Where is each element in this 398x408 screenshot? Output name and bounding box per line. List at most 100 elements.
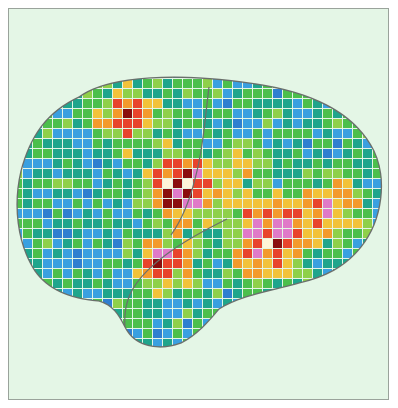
- activity-cell: [17, 199, 22, 208]
- activity-cell: [323, 159, 332, 168]
- activity-cell: [63, 149, 72, 158]
- activity-cell: [223, 129, 232, 138]
- activity-cell: [143, 309, 152, 318]
- activity-cell: [33, 179, 42, 188]
- activity-cell: [183, 159, 192, 168]
- activity-cell: [243, 99, 252, 108]
- activity-cell: [33, 149, 42, 158]
- activity-cell: [17, 219, 22, 228]
- activity-cell: [363, 139, 372, 148]
- activity-cell: [83, 89, 92, 98]
- activity-cell: [133, 99, 142, 108]
- activity-cell: [103, 269, 112, 278]
- activity-cell: [113, 99, 122, 108]
- activity-cell: [183, 259, 192, 268]
- activity-cell: [253, 99, 262, 108]
- activity-cell: [143, 339, 152, 347]
- activity-cell: [313, 229, 322, 238]
- activity-cell: [143, 229, 152, 238]
- activity-cell: [73, 129, 82, 138]
- activity-cell: [353, 219, 362, 228]
- activity-cell: [163, 309, 172, 318]
- activity-cell: [163, 269, 172, 278]
- activity-cell: [373, 189, 382, 198]
- activity-cell: [153, 149, 162, 158]
- activity-cell: [153, 169, 162, 178]
- activity-cell: [33, 189, 42, 198]
- activity-cell: [73, 249, 82, 258]
- activity-cell: [263, 119, 272, 128]
- activity-cell: [63, 229, 72, 238]
- activity-cell: [193, 159, 202, 168]
- activity-cell: [203, 129, 212, 138]
- activity-cell: [293, 119, 302, 128]
- activity-cell: [283, 229, 292, 238]
- activity-cell: [283, 149, 292, 158]
- activity-cell: [123, 169, 132, 178]
- activity-cell: [183, 149, 192, 158]
- activity-cell: [93, 249, 102, 258]
- activity-cell: [233, 209, 242, 218]
- activity-cell: [203, 249, 212, 258]
- activity-cell: [323, 129, 332, 138]
- activity-cell: [143, 89, 152, 98]
- activity-cell: [133, 119, 142, 128]
- activity-cell: [53, 139, 62, 148]
- activity-cell: [123, 99, 132, 108]
- activity-cell: [103, 219, 112, 228]
- activity-cell: [133, 159, 142, 168]
- activity-cell: [23, 199, 32, 208]
- activity-cell: [183, 79, 192, 88]
- activity-cell: [213, 279, 222, 288]
- activity-cell: [233, 179, 242, 188]
- activity-cell: [323, 169, 332, 178]
- activity-cell: [343, 149, 352, 158]
- activity-cell: [243, 249, 252, 258]
- activity-cell: [213, 169, 222, 178]
- activity-cell: [73, 159, 82, 168]
- activity-cell: [83, 269, 92, 278]
- activity-cell: [333, 199, 342, 208]
- activity-cell: [273, 239, 282, 248]
- activity-cell: [83, 249, 92, 258]
- activity-cell: [273, 89, 282, 98]
- activity-cell: [203, 179, 212, 188]
- activity-cell: [113, 219, 122, 228]
- activity-cell: [63, 189, 72, 198]
- activity-cell: [153, 309, 162, 318]
- activity-cell: [193, 179, 202, 188]
- activity-cell: [323, 239, 332, 248]
- activity-cell: [293, 129, 302, 138]
- activity-cell: [163, 169, 172, 178]
- activity-cell: [103, 299, 112, 308]
- activity-cell: [83, 289, 92, 298]
- activity-cell: [203, 279, 212, 288]
- activity-cell: [363, 179, 372, 188]
- activity-cell: [123, 249, 132, 258]
- activity-cell: [143, 219, 152, 228]
- activity-cell: [123, 299, 132, 308]
- activity-cell: [153, 209, 162, 218]
- activity-cell: [203, 219, 212, 228]
- activity-cell: [23, 159, 32, 168]
- activity-cell: [73, 199, 82, 208]
- activity-cell: [223, 299, 232, 308]
- activity-cell: [143, 109, 152, 118]
- activity-cell: [143, 179, 152, 188]
- activity-cell: [143, 249, 152, 258]
- activity-cell: [193, 89, 202, 98]
- activity-cell: [353, 179, 362, 188]
- activity-cell: [363, 169, 372, 178]
- activity-cell: [223, 119, 232, 128]
- activity-cell: [203, 239, 212, 248]
- activity-cell: [163, 179, 172, 188]
- activity-cell: [193, 309, 202, 318]
- activity-cell: [173, 309, 182, 318]
- activity-cell: [53, 129, 62, 138]
- activity-cell: [253, 129, 262, 138]
- activity-cell: [203, 209, 212, 218]
- activity-cell: [283, 269, 292, 278]
- activity-cell: [133, 179, 142, 188]
- activity-cell: [123, 199, 132, 208]
- activity-cell: [283, 239, 292, 248]
